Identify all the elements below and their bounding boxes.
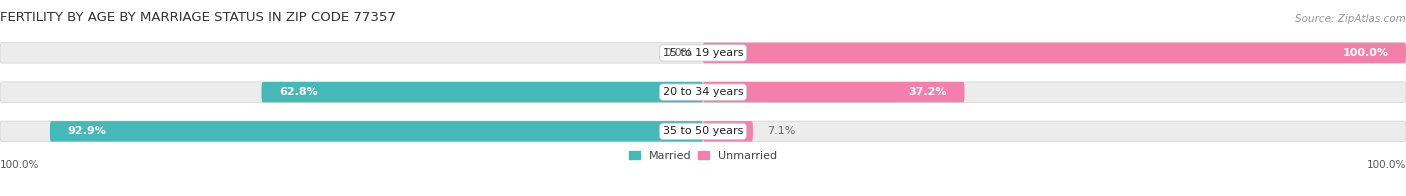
- Text: 92.9%: 92.9%: [67, 126, 107, 136]
- FancyBboxPatch shape: [49, 121, 703, 142]
- Text: 20 to 34 years: 20 to 34 years: [662, 87, 744, 97]
- Text: 15 to 19 years: 15 to 19 years: [662, 48, 744, 58]
- Text: 100.0%: 100.0%: [1367, 160, 1406, 170]
- Text: 100.0%: 100.0%: [1343, 48, 1389, 58]
- Text: 37.2%: 37.2%: [908, 87, 948, 97]
- Text: 7.1%: 7.1%: [768, 126, 796, 136]
- Text: 100.0%: 100.0%: [0, 160, 39, 170]
- Text: FERTILITY BY AGE BY MARRIAGE STATUS IN ZIP CODE 77357: FERTILITY BY AGE BY MARRIAGE STATUS IN Z…: [0, 11, 396, 24]
- FancyBboxPatch shape: [703, 82, 965, 102]
- FancyBboxPatch shape: [703, 121, 754, 142]
- Text: Source: ZipAtlas.com: Source: ZipAtlas.com: [1295, 14, 1406, 24]
- FancyBboxPatch shape: [703, 43, 1406, 63]
- FancyBboxPatch shape: [0, 82, 1406, 102]
- Text: 62.8%: 62.8%: [278, 87, 318, 97]
- FancyBboxPatch shape: [262, 82, 703, 102]
- FancyBboxPatch shape: [0, 121, 1406, 142]
- Legend: Married, Unmarried: Married, Unmarried: [628, 151, 778, 161]
- FancyBboxPatch shape: [0, 43, 1406, 63]
- Text: 0.0%: 0.0%: [664, 48, 693, 58]
- Text: 35 to 50 years: 35 to 50 years: [662, 126, 744, 136]
